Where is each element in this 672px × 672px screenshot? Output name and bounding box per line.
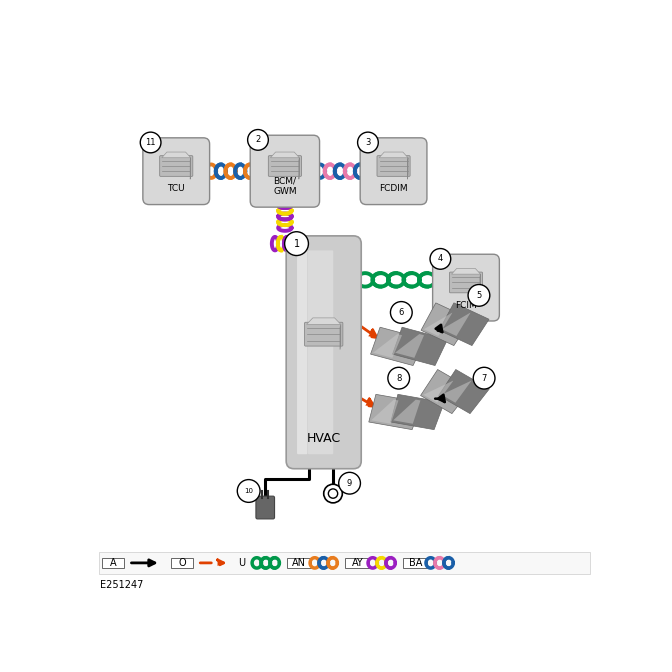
Circle shape bbox=[324, 485, 342, 503]
FancyBboxPatch shape bbox=[297, 251, 307, 454]
FancyBboxPatch shape bbox=[377, 156, 410, 176]
Text: HVAC: HVAC bbox=[306, 433, 341, 446]
Circle shape bbox=[237, 480, 260, 503]
Polygon shape bbox=[439, 303, 489, 345]
Polygon shape bbox=[442, 312, 470, 336]
Circle shape bbox=[339, 472, 360, 494]
Text: AY: AY bbox=[351, 558, 363, 568]
Text: 1: 1 bbox=[294, 239, 300, 249]
Text: A: A bbox=[110, 558, 116, 568]
FancyBboxPatch shape bbox=[102, 558, 124, 568]
Text: U: U bbox=[239, 558, 245, 568]
Polygon shape bbox=[452, 269, 480, 274]
Polygon shape bbox=[370, 327, 425, 366]
FancyBboxPatch shape bbox=[288, 558, 311, 568]
FancyBboxPatch shape bbox=[99, 552, 590, 575]
Polygon shape bbox=[393, 400, 421, 424]
FancyBboxPatch shape bbox=[286, 236, 362, 469]
Polygon shape bbox=[373, 334, 402, 358]
Polygon shape bbox=[439, 370, 489, 413]
Text: 2: 2 bbox=[255, 135, 261, 144]
Circle shape bbox=[468, 284, 490, 306]
Polygon shape bbox=[423, 381, 453, 403]
FancyBboxPatch shape bbox=[256, 496, 275, 519]
Polygon shape bbox=[162, 152, 191, 158]
Polygon shape bbox=[391, 394, 444, 429]
Polygon shape bbox=[421, 370, 471, 413]
Text: 6: 6 bbox=[398, 308, 404, 317]
Text: 9: 9 bbox=[347, 478, 352, 488]
Text: E251247: E251247 bbox=[100, 580, 144, 590]
Circle shape bbox=[390, 302, 412, 323]
Polygon shape bbox=[371, 400, 398, 424]
Text: 5: 5 bbox=[476, 291, 482, 300]
Polygon shape bbox=[379, 152, 408, 158]
Text: O: O bbox=[178, 558, 185, 568]
Polygon shape bbox=[392, 327, 448, 366]
Text: FCIM: FCIM bbox=[455, 300, 477, 310]
Circle shape bbox=[358, 132, 378, 153]
FancyBboxPatch shape bbox=[143, 138, 210, 204]
Text: FCDIM: FCDIM bbox=[379, 184, 408, 193]
Polygon shape bbox=[340, 325, 341, 349]
Circle shape bbox=[388, 368, 410, 389]
FancyBboxPatch shape bbox=[450, 272, 482, 293]
Text: 8: 8 bbox=[396, 374, 401, 382]
Circle shape bbox=[140, 132, 161, 153]
Circle shape bbox=[285, 232, 308, 255]
FancyBboxPatch shape bbox=[308, 251, 333, 454]
Polygon shape bbox=[421, 303, 471, 345]
Polygon shape bbox=[395, 334, 424, 358]
FancyBboxPatch shape bbox=[360, 138, 427, 204]
Polygon shape bbox=[369, 394, 422, 429]
Circle shape bbox=[329, 489, 337, 498]
Circle shape bbox=[430, 249, 451, 269]
Polygon shape bbox=[442, 381, 471, 403]
Text: AN: AN bbox=[292, 558, 306, 568]
Text: 11: 11 bbox=[145, 138, 156, 147]
Polygon shape bbox=[270, 152, 300, 158]
FancyBboxPatch shape bbox=[403, 558, 427, 568]
Polygon shape bbox=[424, 312, 452, 336]
Circle shape bbox=[473, 368, 495, 389]
Text: TCU: TCU bbox=[167, 184, 185, 193]
Text: BA: BA bbox=[409, 558, 422, 568]
Text: 7: 7 bbox=[481, 374, 487, 382]
Text: 10: 10 bbox=[244, 488, 253, 494]
Circle shape bbox=[248, 130, 268, 151]
Text: 4: 4 bbox=[437, 255, 443, 263]
FancyBboxPatch shape bbox=[304, 323, 343, 346]
Text: 3: 3 bbox=[366, 138, 371, 147]
FancyBboxPatch shape bbox=[160, 156, 193, 176]
Text: BCM/
GWM: BCM/ GWM bbox=[273, 176, 297, 196]
FancyBboxPatch shape bbox=[171, 558, 193, 568]
FancyBboxPatch shape bbox=[268, 156, 302, 176]
FancyBboxPatch shape bbox=[433, 254, 499, 321]
Polygon shape bbox=[306, 318, 341, 325]
FancyBboxPatch shape bbox=[345, 558, 369, 568]
FancyBboxPatch shape bbox=[250, 135, 320, 207]
